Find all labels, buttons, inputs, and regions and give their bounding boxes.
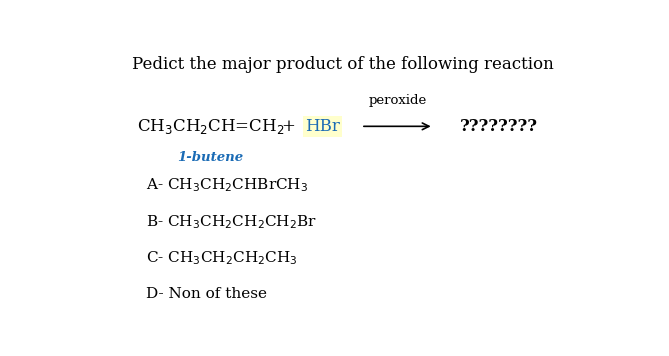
Text: A- CH$_3$CH$_2$CHBrCH$_3$: A- CH$_3$CH$_2$CHBrCH$_3$ [146, 177, 308, 194]
Text: B- CH$_3$CH$_2$CH$_2$CH$_2$Br: B- CH$_3$CH$_2$CH$_2$CH$_2$Br [146, 213, 317, 231]
Text: CH$_3$CH$_2$CH=CH$_2$: CH$_3$CH$_2$CH=CH$_2$ [137, 117, 284, 136]
Text: HBr: HBr [304, 118, 340, 135]
Text: ????????: ???????? [460, 118, 537, 135]
Text: D- Non of these: D- Non of these [146, 287, 267, 300]
Text: +: + [282, 118, 295, 135]
Text: 1-butene: 1-butene [177, 151, 244, 164]
Text: C- CH$_3$CH$_2$CH$_2$CH$_3$: C- CH$_3$CH$_2$CH$_2$CH$_3$ [146, 249, 298, 267]
Text: peroxide: peroxide [368, 94, 426, 107]
Text: Pedict the major product of the following reaction: Pedict the major product of the followin… [132, 57, 554, 73]
